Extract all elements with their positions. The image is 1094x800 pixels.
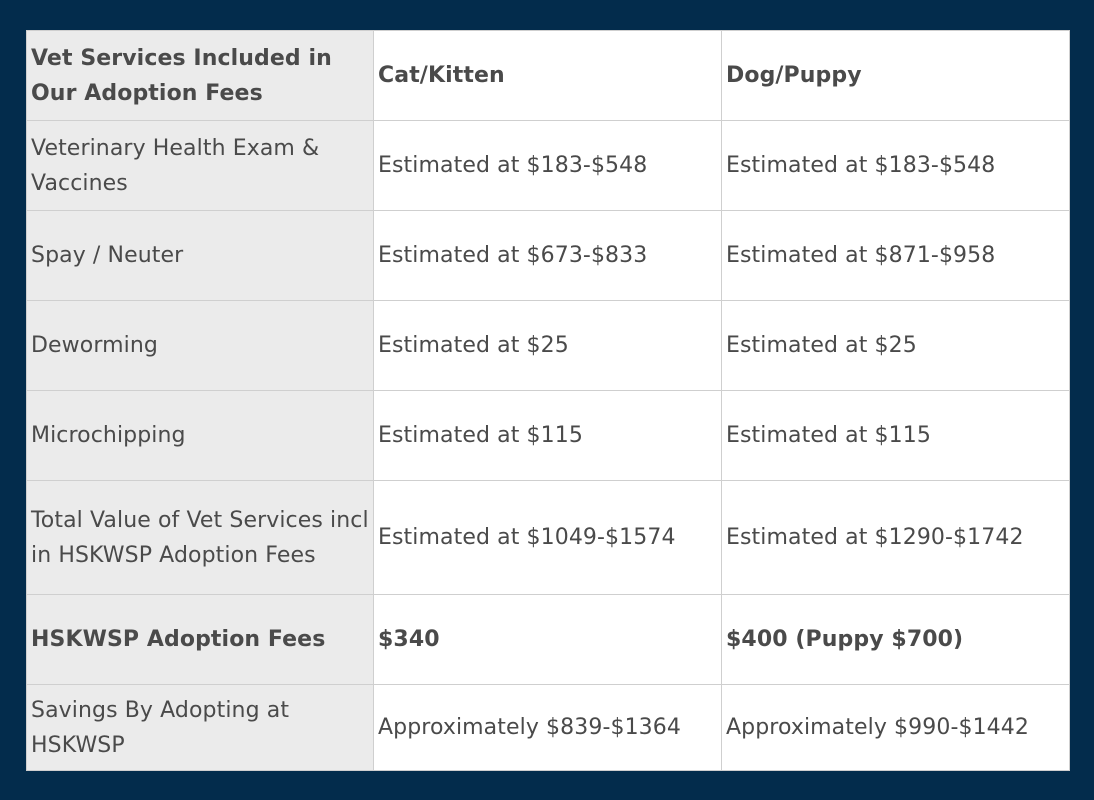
service-label: Deworming xyxy=(26,300,374,391)
header-services: Vet Services Included in Our Adoption Fe… xyxy=(26,30,374,121)
header-cat-kitten: Cat/Kitten xyxy=(373,30,722,121)
table-row-total-value: Total Value of Vet Services incl in HSKW… xyxy=(26,480,1070,595)
adoption-fees-table-frame: Vet Services Included in Our Adoption Fe… xyxy=(26,30,1070,771)
service-label: Microchipping xyxy=(26,390,374,481)
dog-value: Approximately $990-$1442 xyxy=(721,684,1070,771)
cat-value: Approximately $839-$1364 xyxy=(373,684,722,771)
dog-value: Estimated at $115 xyxy=(721,390,1070,481)
cat-value: Estimated at $673-$833 xyxy=(373,210,722,301)
table-row-savings: Savings By Adopting at HSKWSP Approximat… xyxy=(26,684,1070,771)
dog-value: Estimated at $1290-$1742 xyxy=(721,480,1070,595)
table-row: Veterinary Health Exam & Vaccines Estima… xyxy=(26,120,1070,211)
table-row: Deworming Estimated at $25 Estimated at … xyxy=(26,300,1070,391)
header-dog-puppy: Dog/Puppy xyxy=(721,30,1070,121)
dog-value: Estimated at $871-$958 xyxy=(721,210,1070,301)
table-row-adoption-fees: HSKWSP Adoption Fees $340 $400 (Puppy $7… xyxy=(26,594,1070,685)
service-label: HSKWSP Adoption Fees xyxy=(26,594,374,685)
dog-value: Estimated at $25 xyxy=(721,300,1070,391)
service-label: Veterinary Health Exam & Vaccines xyxy=(26,120,374,211)
service-label: Total Value of Vet Services incl in HSKW… xyxy=(26,480,374,595)
cat-value: $340 xyxy=(373,594,722,685)
cat-value: Estimated at $25 xyxy=(373,300,722,391)
table-row: Microchipping Estimated at $115 Estimate… xyxy=(26,390,1070,481)
adoption-fees-table: Vet Services Included in Our Adoption Fe… xyxy=(26,30,1070,771)
table-row: Spay / Neuter Estimated at $673-$833 Est… xyxy=(26,210,1070,301)
service-label: Savings By Adopting at HSKWSP xyxy=(26,684,374,771)
dog-value: Estimated at $183-$548 xyxy=(721,120,1070,211)
cat-value: Estimated at $1049-$1574 xyxy=(373,480,722,595)
table-header-row: Vet Services Included in Our Adoption Fe… xyxy=(26,30,1070,121)
cat-value: Estimated at $183-$548 xyxy=(373,120,722,211)
cat-value: Estimated at $115 xyxy=(373,390,722,481)
service-label: Spay / Neuter xyxy=(26,210,374,301)
dog-value: $400 (Puppy $700) xyxy=(721,594,1070,685)
